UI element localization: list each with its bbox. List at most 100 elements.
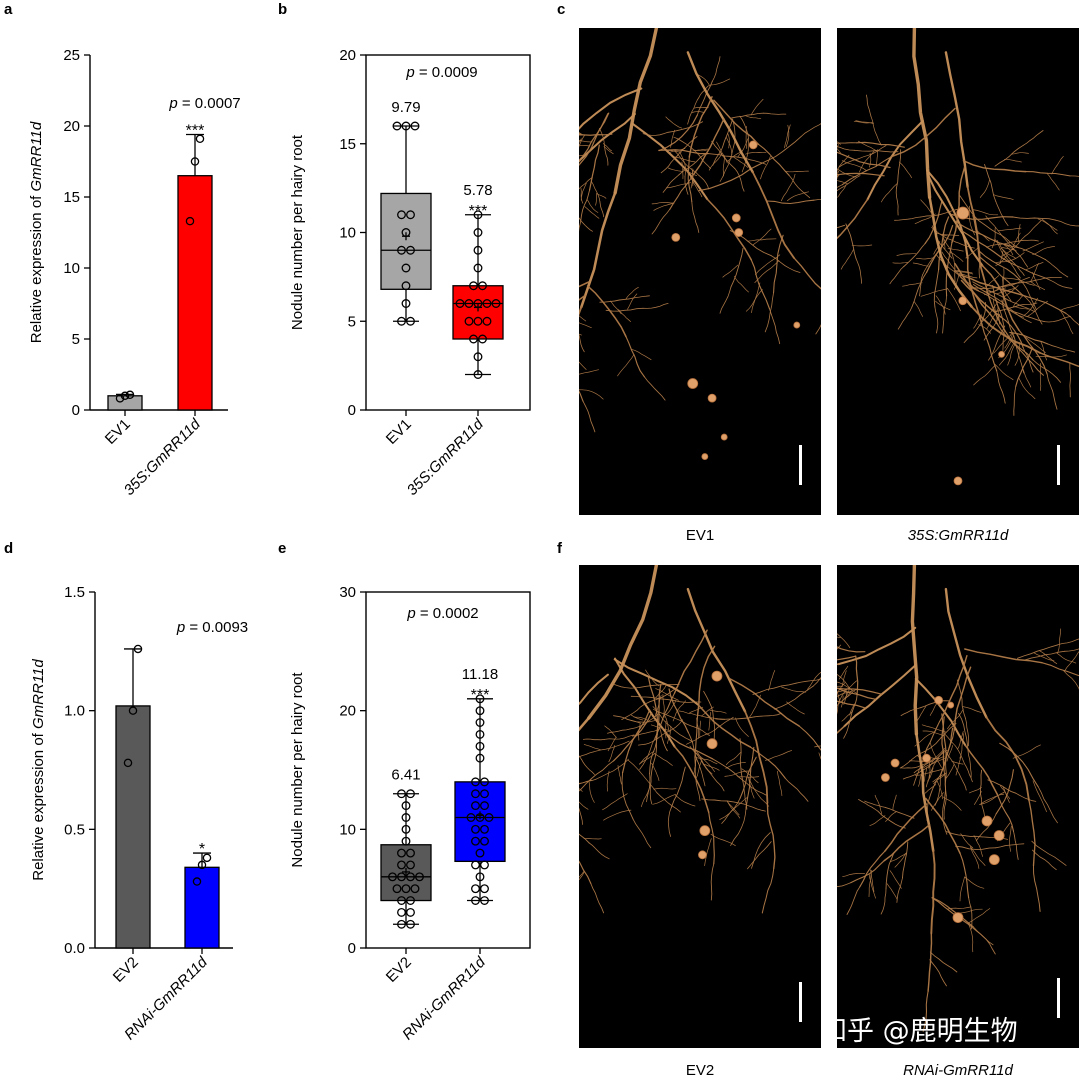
- root-stroke: [531, 702, 540, 703]
- root-stroke: [538, 188, 551, 232]
- root-stroke: [575, 751, 576, 766]
- root-stroke: [556, 157, 568, 168]
- root-stroke: [820, 668, 827, 686]
- root-stroke: [548, 221, 571, 239]
- root-stroke: [549, 781, 568, 844]
- root-stroke: [509, 751, 526, 752]
- root-stroke: [825, 179, 834, 197]
- root-stroke: [507, 753, 514, 769]
- root-stroke: [512, 693, 524, 697]
- root-stroke: [567, 338, 572, 385]
- root-stroke: [487, 255, 501, 287]
- root-stroke: [566, 149, 578, 151]
- nodule-3: [954, 477, 962, 485]
- root-stroke: [556, 762, 566, 783]
- root-stroke: [562, 385, 567, 417]
- nodule-6: [994, 830, 1004, 840]
- root-stroke: [542, 168, 547, 183]
- root-stroke: [452, 896, 457, 926]
- root-stroke: [544, 686, 547, 715]
- root-stroke: [535, 414, 558, 435]
- root-stroke: [570, 827, 572, 848]
- root-stroke: [507, 677, 509, 693]
- root-stroke: [505, 791, 519, 803]
- root-stroke: [512, 827, 531, 840]
- root-stroke: [480, 238, 498, 260]
- e-mean-label-0: 6.41: [391, 767, 420, 784]
- nodule-3: [891, 759, 899, 767]
- nodule-4: [881, 774, 889, 782]
- root-stroke: [567, 296, 577, 329]
- root-stroke: [551, 232, 564, 261]
- a-ylabel: Relative expression of GmRR11d: [28, 121, 45, 343]
- root-stroke: [549, 367, 568, 380]
- photo-caption-35s: 35S:GmRR11d: [908, 527, 1009, 544]
- root-stroke: [513, 169, 526, 180]
- root-stroke: [509, 753, 514, 770]
- photo-caption-ev1: EV1: [686, 527, 714, 544]
- root-stroke: [523, 160, 548, 166]
- a-ytick-label-2: 10: [63, 260, 80, 277]
- root-stroke: [548, 182, 562, 201]
- root-stroke: [444, 124, 474, 132]
- root-stroke: [520, 700, 560, 722]
- d-ytick-label-1: 0.5: [64, 821, 85, 838]
- b-mean-label-1: 5.78: [463, 182, 492, 199]
- root-stroke: [823, 652, 836, 653]
- root-stroke: [506, 175, 527, 178]
- root-stroke: [568, 137, 575, 152]
- root-stroke: [498, 97, 516, 110]
- root-stroke: [559, 163, 579, 205]
- root-stroke: [497, 435, 523, 466]
- nodule-0: [957, 207, 969, 219]
- root-stroke: [513, 730, 552, 769]
- root-stroke: [545, 207, 559, 217]
- root-stroke: [531, 698, 548, 708]
- root-stroke: [518, 757, 564, 783]
- root-stroke: [516, 110, 541, 130]
- a-xtick-label-0: EV1: [102, 416, 134, 448]
- photo-panel-c: EV1 35S:GmRR11d: [444, 28, 1080, 544]
- root-stroke: [532, 64, 534, 93]
- root-stroke: [479, 344, 506, 358]
- root-stroke: [537, 195, 553, 219]
- root-stroke: [522, 691, 539, 710]
- root-stroke: [502, 322, 528, 365]
- b-xtick-label-0: EV1: [383, 416, 415, 448]
- root-stroke: [569, 158, 575, 174]
- d-p-value: p = 0.0093: [176, 619, 248, 636]
- nodule-4: [688, 379, 698, 389]
- d-xtick-label-0: EV2: [110, 954, 142, 986]
- root-stroke: [823, 190, 837, 203]
- nodule-0: [712, 671, 722, 681]
- a-bar-0: [108, 396, 142, 410]
- root-stroke: [513, 99, 537, 105]
- d-sig-1: *: [199, 841, 205, 858]
- root-stroke: [551, 782, 556, 797]
- b-ytick-label-3: 15: [339, 136, 356, 153]
- root-stroke: [567, 144, 575, 157]
- root-stroke: [554, 164, 581, 195]
- root-stroke: [567, 746, 570, 759]
- photo-caption-rnai: RNAi-GmRR11d: [903, 1062, 1013, 1077]
- nodule-0: [672, 233, 680, 241]
- root-stroke: [535, 700, 554, 717]
- root-stroke: [531, 422, 545, 452]
- root-stroke: [514, 677, 537, 696]
- root-stroke: [825, 656, 831, 675]
- panel-label-a: a: [4, 1, 13, 18]
- root-stroke: [571, 165, 576, 186]
- root-stroke: [824, 168, 838, 172]
- e-xtick-label-0: EV2: [383, 954, 415, 986]
- panel-label-c: c: [557, 1, 565, 18]
- b-mean-label-0: 9.79: [391, 99, 420, 116]
- d-ytick-label-2: 1.0: [64, 703, 85, 720]
- root-stroke: [557, 197, 572, 209]
- root-stroke: [511, 308, 560, 313]
- root-stroke: [484, 351, 503, 378]
- root-stroke: [515, 673, 523, 684]
- b-xtick-label-1: 35S:GmRR11d: [404, 415, 488, 499]
- scale-bar-f2: [1057, 978, 1060, 1018]
- scale-bar-c2: [1057, 445, 1060, 485]
